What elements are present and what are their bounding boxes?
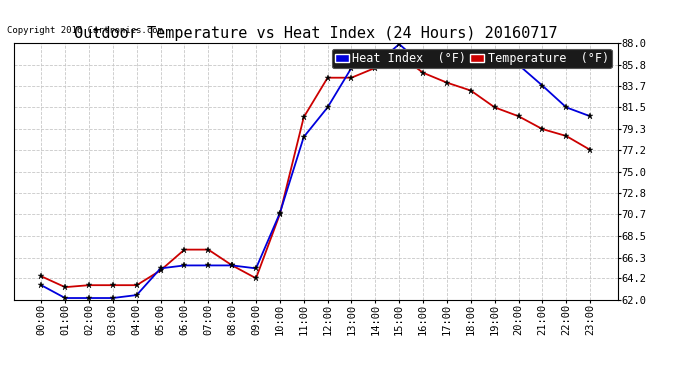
Text: Copyright 2016 Cartronics.com: Copyright 2016 Cartronics.com xyxy=(7,26,163,35)
Legend: Heat Index  (°F), Temperature  (°F): Heat Index (°F), Temperature (°F) xyxy=(332,49,611,68)
Title: Outdoor Temperature vs Heat Index (24 Hours) 20160717: Outdoor Temperature vs Heat Index (24 Ho… xyxy=(74,26,558,40)
